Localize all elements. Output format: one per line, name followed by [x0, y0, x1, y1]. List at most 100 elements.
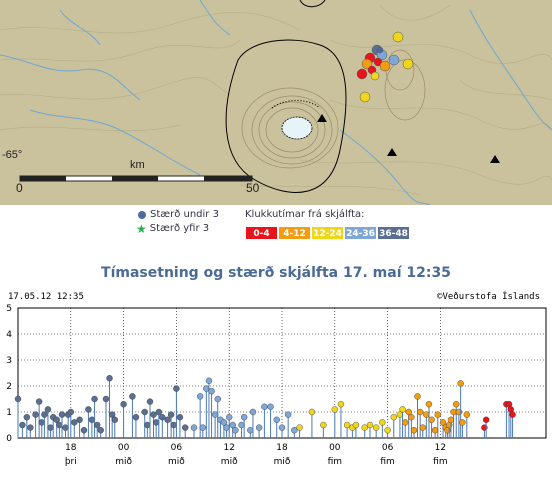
- quake-point: [159, 413, 166, 421]
- quake-point: [190, 424, 198, 431]
- x-tick-day: þri: [65, 457, 77, 467]
- quake-point: [106, 374, 113, 382]
- quake-point: [32, 411, 39, 418]
- quake-point: [141, 408, 148, 416]
- quake-point: [93, 421, 101, 429]
- x-tick-day: mið: [221, 457, 238, 467]
- quake-point: [150, 411, 157, 418]
- quake-point: [434, 411, 441, 418]
- x-tick-day: fim: [380, 457, 394, 467]
- quake-point: [482, 416, 490, 424]
- y-tick-label: 5: [6, 304, 12, 314]
- hours-legend-title: Klukkutímar frá skjálfta:: [245, 209, 365, 220]
- rivers: [0, 0, 552, 205]
- quake-point: [463, 411, 470, 418]
- quake-point: [337, 400, 345, 408]
- hours-bin-4: 36-48: [377, 226, 410, 240]
- quake-point: [402, 419, 409, 426]
- quake-point: [431, 426, 439, 434]
- legend-under-label: Stærð undir 3: [150, 209, 219, 220]
- quake-point: [223, 424, 230, 431]
- quake-point: [199, 424, 207, 431]
- quake-point: [14, 395, 22, 403]
- scale-start: 0: [16, 181, 23, 195]
- quake-point: [173, 385, 180, 392]
- quake-point: [88, 416, 96, 424]
- quake-point: [167, 411, 175, 418]
- quake-point: [308, 408, 316, 416]
- quake-point: [439, 419, 447, 426]
- y-tick-label: 2: [6, 382, 12, 392]
- quake-point: [120, 400, 127, 408]
- x-tick-day: mið: [274, 457, 291, 467]
- quake-point: [414, 393, 421, 400]
- quake-point: [453, 400, 460, 408]
- quake-point: [170, 421, 177, 429]
- quake-point: [366, 421, 374, 429]
- quake-point: [211, 411, 219, 418]
- quake-point: [331, 406, 338, 413]
- x-tick-day: fim: [328, 457, 342, 467]
- x-tick-label: 12: [435, 443, 446, 453]
- quake-point: [428, 416, 435, 424]
- volcano-contours: [241, 49, 426, 169]
- quake-point: [208, 387, 215, 395]
- x-tick-label: 00: [118, 443, 130, 453]
- quake-point: [38, 419, 45, 426]
- x-tick-label: 18: [276, 443, 288, 453]
- quake-point: [176, 413, 184, 421]
- quake-point: [278, 424, 286, 431]
- y-tick-label: 4: [6, 330, 12, 340]
- quake-point: [67, 408, 75, 416]
- x-tick-label: 12: [223, 443, 234, 453]
- hours-legend: 0-4 4-12 12-24 24-36 36-48: [245, 226, 410, 240]
- quake-point: [405, 408, 412, 416]
- quake-point: [214, 395, 221, 403]
- hours-bin-1: 4-12: [278, 226, 311, 240]
- quake-point: [416, 408, 424, 416]
- quake-point: [53, 416, 60, 424]
- quake-point: [419, 424, 426, 431]
- quake-point: [459, 419, 466, 426]
- quake-point: [44, 406, 52, 413]
- earthquake-map: -65° km 0 50: [0, 0, 552, 205]
- map-legend: Stærð undir 3 ★ Stærð yfir 3: [0, 209, 552, 243]
- quake-point: [379, 419, 386, 426]
- quake-point: [390, 413, 397, 421]
- quake-point: [164, 416, 171, 424]
- quake-point: [203, 385, 210, 392]
- x-tick-label: 18: [65, 443, 77, 453]
- quake-point: [291, 426, 298, 434]
- volcano-icon: [387, 148, 397, 156]
- quake-point: [423, 411, 430, 418]
- y-tick-label: 1: [6, 408, 12, 418]
- quake-point: [56, 421, 63, 429]
- y-tick-label: 3: [6, 356, 12, 366]
- quake-point: [408, 413, 415, 421]
- hours-bin-0: 0-4: [245, 226, 278, 240]
- quake-point: [62, 424, 69, 431]
- quake-point: [296, 424, 303, 431]
- quake-point: [399, 406, 406, 413]
- quake-point: [102, 395, 110, 403]
- region-outline: [225, 39, 347, 193]
- scale-bar: [19, 175, 253, 182]
- legend-over-label: Stærð yfir 3: [149, 223, 210, 234]
- quake-point: [372, 424, 380, 431]
- x-tick-day: fim: [433, 457, 447, 467]
- volcano-icon: [490, 155, 500, 163]
- quake-point: [509, 411, 516, 418]
- latitude-label: -65°: [2, 149, 22, 161]
- quake-point: [238, 421, 245, 429]
- quake-point: [35, 398, 43, 405]
- circle-icon: [138, 210, 146, 219]
- region-outline-north: [299, 0, 326, 8]
- quake-point: [361, 424, 368, 431]
- quake-point: [261, 403, 268, 411]
- x-tick-label: 06: [171, 443, 183, 453]
- map-terrain: [0, 0, 552, 205]
- quake-point: [220, 419, 228, 426]
- hours-bin-2: 12-24: [311, 226, 344, 240]
- terrain-relief: [0, 4, 552, 196]
- quake-point: [152, 419, 160, 426]
